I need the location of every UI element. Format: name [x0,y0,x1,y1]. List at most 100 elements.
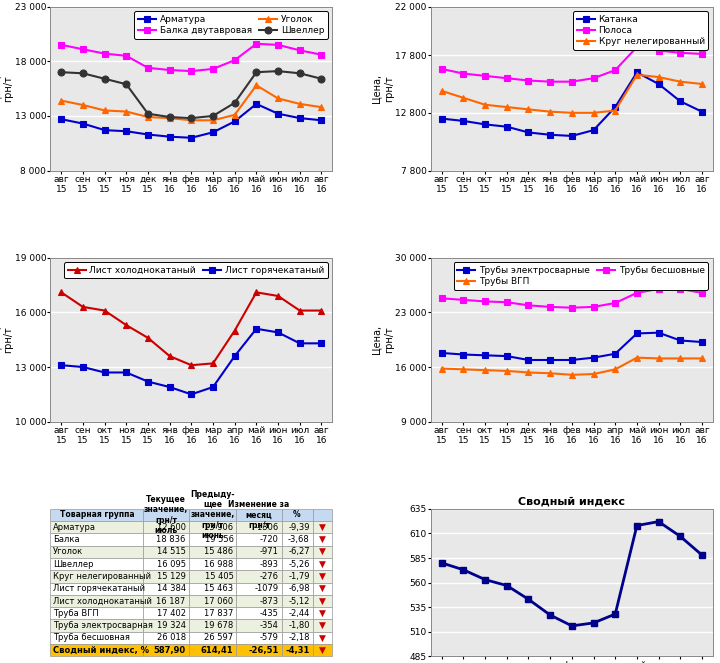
Bar [50,644,143,656]
Text: 16 187: 16 187 [156,597,186,605]
Text: -6,98: -6,98 [288,584,310,593]
Лист горячекатаный [317,339,325,347]
Text: -26,51: -26,51 [248,646,279,655]
Bar [282,509,312,521]
Line: Полоса: Полоса [438,44,706,85]
Трубы ВГП [567,371,576,379]
Text: Балка: Балка [53,535,80,544]
Трубы бесшовные [481,298,490,306]
Bar [236,632,282,644]
Text: 13 906: 13 906 [204,522,233,532]
Text: Сводный индекс, %: Сводный индекс, % [53,646,149,655]
Лист холоднокатаный [100,306,109,314]
Bar [50,619,143,632]
Text: Труба электросварная: Труба электросварная [53,621,153,630]
Лист холоднокатаный [295,306,304,314]
Балка двутавровая [144,64,153,72]
Text: ▼: ▼ [319,621,326,630]
Bar [282,570,312,583]
Трубы ВГП [698,355,706,363]
Лист холоднокатаный [187,361,196,369]
Bar [282,558,312,570]
Балка двутавровая [100,50,109,58]
Text: -276: -276 [260,572,279,581]
Text: -2,18: -2,18 [288,633,310,642]
Text: Лист холоднокатаный: Лист холоднокатаный [53,597,152,605]
Швеллер [252,68,261,76]
Text: 17 060: 17 060 [204,597,233,605]
Text: 26 018: 26 018 [156,633,186,642]
Bar [236,570,282,583]
Балка двутавровая [209,65,217,73]
Трубы ВГП [611,365,619,373]
Трубы ВГП [676,355,685,363]
Bar [236,558,282,570]
Катанка [698,107,706,115]
Line: Катанка: Катанка [438,69,706,139]
Круг нелегированный [567,109,576,117]
Катанка [611,103,619,111]
Круг нелегированный [524,105,533,113]
Bar [236,595,282,607]
Bar [312,534,332,546]
Bar [50,595,143,607]
Трубы бесшовные [676,285,685,293]
Уголок [57,97,66,105]
Bar [282,546,312,558]
Bar [236,583,282,595]
Line: Швеллер: Швеллер [58,68,325,121]
Трубы электросварные [589,353,598,361]
Трубы ВГП [589,370,598,378]
Полоса [633,43,642,51]
Лист горячекатаный [209,383,217,391]
Трубы ВГП [654,355,663,363]
Text: Арматура: Арматура [53,522,96,532]
Text: Лист горячекатаный: Лист горячекатаный [53,584,145,593]
Bar [282,607,312,619]
Балка двутавровая [295,46,304,54]
Лист холоднокатаный [252,288,261,296]
Швеллер [100,75,109,83]
Арматура [166,133,174,141]
Legend: Катанка, Полоса, Круг нелегированный: Катанка, Полоса, Круг нелегированный [573,11,708,50]
Bar [143,521,189,534]
Text: ▼: ▼ [319,572,326,581]
Лист горячекатаный [295,339,304,347]
Швеллер [274,67,282,75]
Text: ▼: ▼ [319,548,326,556]
Text: -3,68: -3,68 [288,535,310,544]
Трубы электросварные [633,330,642,337]
Уголок [78,101,87,109]
Bar [143,607,189,619]
Лист холоднокатаный [78,303,87,311]
Bar [312,644,332,656]
Bar [143,534,189,546]
Text: ▼: ▼ [319,522,326,532]
Bar [143,595,189,607]
Bar [143,558,189,570]
Text: -435: -435 [260,609,279,618]
Лист горячекатаный [252,325,261,333]
Bar [312,583,332,595]
Балка двутавровая [57,41,66,49]
Text: 15 405: 15 405 [204,572,233,581]
Bar [189,509,236,521]
Круг нелегированный [589,109,598,117]
Text: Круг нелегированный: Круг нелегированный [53,572,151,581]
Bar [312,632,332,644]
Text: ▼: ▼ [319,633,326,642]
Круг нелегированный [546,107,554,115]
Балка двутавровая [187,67,196,75]
Bar [189,644,236,656]
Трубы бесшовные [524,302,533,310]
Text: -720: -720 [260,535,279,544]
Text: 15 463: 15 463 [204,584,233,593]
Bar [282,644,312,656]
Трубы электросварные [481,351,490,359]
Балка двутавровая [122,52,130,60]
Bar [189,595,236,607]
Text: -2,44: -2,44 [288,609,310,618]
Bar [189,558,236,570]
Катанка [524,129,533,137]
Bar [143,509,189,521]
